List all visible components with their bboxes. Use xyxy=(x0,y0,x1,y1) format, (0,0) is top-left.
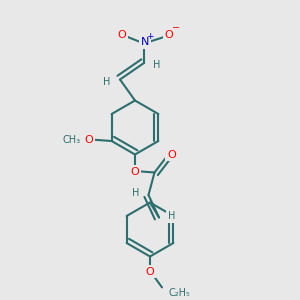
Text: −: − xyxy=(172,23,180,34)
Text: O: O xyxy=(146,267,154,277)
Text: +: + xyxy=(146,32,153,41)
Text: H: H xyxy=(168,211,175,221)
Text: O: O xyxy=(130,167,140,177)
Text: O: O xyxy=(167,149,176,160)
Text: H: H xyxy=(103,77,110,87)
Text: CH₃: CH₃ xyxy=(62,134,80,145)
Text: H: H xyxy=(153,60,160,70)
Text: O: O xyxy=(164,29,173,40)
Text: O: O xyxy=(118,29,127,40)
Text: N: N xyxy=(141,37,149,47)
Text: H: H xyxy=(132,188,140,199)
Text: O: O xyxy=(85,134,94,145)
Text: C₂H₅: C₂H₅ xyxy=(168,288,190,298)
